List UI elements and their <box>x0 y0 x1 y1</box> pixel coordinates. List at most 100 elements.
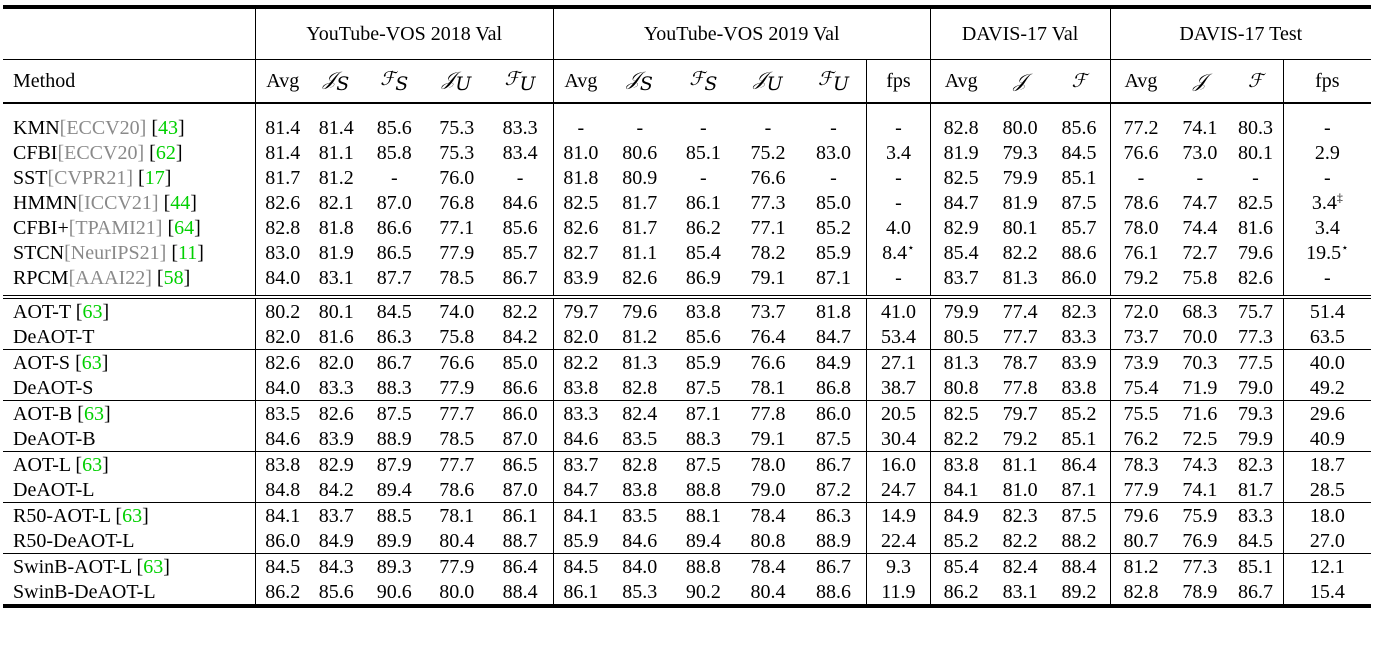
cell-value: 83.3 <box>502 116 538 139</box>
value-cell: 84.2 <box>487 324 553 350</box>
value-cell: 85.7 <box>1049 215 1110 240</box>
table-row: DeAOT-S 84.0 83.3 88.3 77.9 86.6 83.8 82.8 87.5 7… <box>3 375 1371 401</box>
citation-link[interactable]: [17] <box>138 166 172 189</box>
cell-value: 86.0 <box>502 402 538 425</box>
citation-link[interactable]: [44] <box>163 191 197 214</box>
cell-value: 86.7 <box>1238 580 1273 603</box>
value-cell: - <box>866 190 931 215</box>
value-cell: 9.3 <box>866 553 931 579</box>
value-cell: 86.3 <box>800 502 867 528</box>
cell-value: 78.0 <box>1123 216 1159 239</box>
value-cell: 87.5 <box>671 451 736 477</box>
citation-link[interactable]: [63] <box>75 453 109 476</box>
value-cell: 27.0 <box>1282 528 1371 554</box>
cell-value: 77.9 <box>439 376 475 399</box>
citation-link[interactable]: [63] <box>75 351 109 374</box>
cell-value: 84.9 <box>318 529 354 552</box>
value-cell: 80.6 <box>608 140 672 165</box>
cell-value: 77.8 <box>750 402 786 425</box>
value-cell: 84.7 <box>929 190 992 215</box>
cell-value: 74.0 <box>439 300 475 323</box>
cell-value: 78.1 <box>439 504 475 527</box>
value-cell: 75.4 <box>1109 375 1172 401</box>
value-cell: 82.0 <box>309 349 363 375</box>
value-cell: 86.4 <box>1048 451 1110 477</box>
value-cell: 88.3 <box>672 426 736 452</box>
value-cell: 77.1 <box>426 215 487 240</box>
value-cell: 77.5 <box>1228 349 1284 375</box>
cell-value: 82.4 <box>622 402 658 425</box>
cell-value: 86.2 <box>943 580 979 603</box>
value-cell: 81.7 <box>254 165 310 190</box>
value-cell: 77.8 <box>735 400 801 426</box>
cell-value: - <box>895 191 902 214</box>
citation-link[interactable]: [63] <box>77 402 111 425</box>
value-cell: 51.4 <box>1282 295 1371 324</box>
cell-value: 22.4 <box>880 529 916 552</box>
cell-value: 77.3 <box>1238 325 1273 348</box>
table-row: CFBI+[TPAMI21] [64] 82.8 81.8 86.6 77.1 85.6 8… <box>3 215 1371 240</box>
cell-value: 24.7 <box>880 478 916 501</box>
method-name: RPCM <box>13 266 69 289</box>
value-cell: 83.7 <box>929 265 992 297</box>
value-cell: 83.8 <box>929 451 992 477</box>
value-cell: 82.6 <box>254 349 310 375</box>
value-cell: 72.5 <box>1171 426 1228 452</box>
cell-value: 81.9 <box>1002 191 1038 214</box>
cell-value: - <box>895 116 902 139</box>
value-cell: 77.4 <box>991 295 1049 324</box>
value-cell: 73.9 <box>1109 349 1172 375</box>
cell-value: 79.9 <box>1002 166 1038 189</box>
cell-value: 82.6 <box>1238 266 1273 289</box>
cell-value: 78.9 <box>1182 580 1218 603</box>
cell-footnote-mark: ⋆ <box>907 239 915 254</box>
cell-value: 73.7 <box>750 300 786 323</box>
table-row: DeAOT-L 84.8 84.2 89.4 78.6 87.0 84.7 83.8 88.8 7… <box>3 477 1371 503</box>
value-cell: 87.1 <box>1049 477 1110 503</box>
value-cell: 77.2 <box>1109 103 1172 140</box>
cell-value: 79.6 <box>1123 504 1159 527</box>
cell-value: 82.6 <box>622 266 658 289</box>
cell-value: 86.0 <box>1061 266 1097 289</box>
method-cell: KMN[ECCV20] [43] <box>3 103 255 140</box>
cell-value: 81.1 <box>622 241 658 264</box>
citation-link[interactable]: [11] <box>171 241 204 264</box>
cell-value: 88.4 <box>502 580 538 603</box>
value-cell: 78.5 <box>426 426 487 452</box>
cell-value: 88.7 <box>502 529 538 552</box>
value-cell: 87.1 <box>671 400 736 426</box>
value-cell: 77.9 <box>1109 477 1172 503</box>
citation-link[interactable]: [58] <box>156 266 191 289</box>
citation-link[interactable]: [62] <box>149 141 183 164</box>
citation-link[interactable]: [63] <box>115 504 149 527</box>
cell-value: - <box>700 166 707 189</box>
cell-value: - <box>1323 116 1331 139</box>
method-name: AOT-S <box>13 351 71 374</box>
value-cell: 80.0 <box>992 103 1049 140</box>
value-cell: 82.6 <box>254 190 310 215</box>
table-row: AOT-S [63] 82.6 82.0 86.7 76.6 85.0 82.2 81.3 85… <box>3 349 1371 375</box>
value-cell: 80.0 <box>426 579 488 608</box>
method-cell: RPCM[AAAI22] [58] <box>3 265 255 297</box>
citation-link[interactable]: [63] <box>136 555 170 578</box>
value-cell: 75.8 <box>426 324 487 350</box>
cell-value: 76.6 <box>439 351 475 374</box>
cell-value: 85.4 <box>943 241 979 264</box>
cell-value: 78.5 <box>439 427 475 450</box>
cell-value: 85.0 <box>502 351 538 374</box>
cell-value: 84.5 <box>265 555 301 578</box>
value-cell: 20.5 <box>866 400 931 426</box>
method-cell: SST[CVPR21] [17] <box>3 165 255 190</box>
method-name: SwinB-AOT-L <box>13 555 132 578</box>
citation-link[interactable]: [63] <box>75 300 110 323</box>
cell-value: 77.3 <box>750 191 786 214</box>
cell-value: 27.1 <box>880 351 916 374</box>
cell-value: 76.8 <box>439 191 475 214</box>
value-cell: 78.0 <box>735 451 801 477</box>
value-cell: 30.4 <box>866 426 931 452</box>
value-cell: 76.6 <box>735 349 801 375</box>
value-cell: 85.2 <box>929 528 992 554</box>
citation-link[interactable]: [43] <box>151 116 185 139</box>
citation-link[interactable]: [64] <box>167 216 201 239</box>
cell-value: 73.0 <box>1182 141 1218 164</box>
